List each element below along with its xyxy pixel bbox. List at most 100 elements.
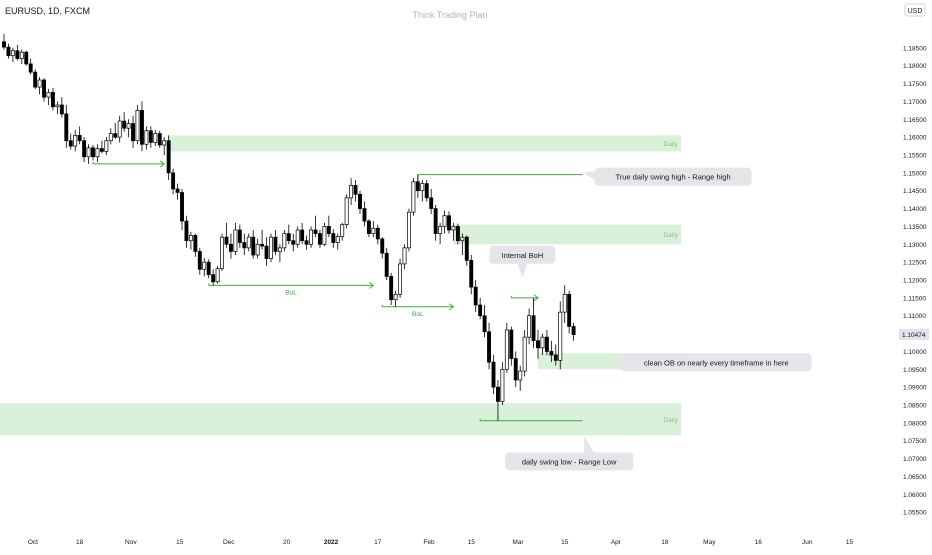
callout-range-high[interactable]: True daily swing high - Range high bbox=[582, 167, 752, 186]
candle-body bbox=[407, 211, 411, 249]
y-tick-label: 1.09500 bbox=[903, 367, 927, 374]
candle-body bbox=[193, 235, 198, 252]
x-tick-label: 15 bbox=[846, 539, 854, 546]
candle bbox=[531, 297, 536, 348]
candle bbox=[518, 365, 523, 391]
x-tick-label: 15 bbox=[468, 539, 476, 546]
candle bbox=[86, 144, 91, 164]
candle bbox=[104, 137, 109, 155]
candle bbox=[536, 330, 540, 359]
candle bbox=[371, 221, 376, 238]
candle-body bbox=[322, 226, 327, 245]
candle-body bbox=[229, 243, 233, 252]
candle bbox=[117, 115, 122, 143]
y-tick-label: 1.17000 bbox=[903, 99, 927, 106]
candle bbox=[242, 233, 247, 255]
callout-range-low[interactable]: daily swing low - Range Low bbox=[505, 436, 634, 471]
candle-body bbox=[50, 92, 55, 108]
bol-line-2-label: BoL bbox=[412, 311, 424, 318]
candle-body bbox=[99, 148, 104, 152]
candle-body bbox=[64, 113, 69, 142]
candle-body bbox=[469, 260, 474, 288]
candle bbox=[420, 180, 425, 202]
candle bbox=[544, 330, 549, 355]
candle-body bbox=[518, 370, 523, 381]
candle-body bbox=[487, 331, 492, 363]
candle bbox=[68, 133, 73, 150]
candle-body bbox=[242, 242, 247, 249]
callout-clean-ob-pointer bbox=[609, 357, 622, 366]
x-tick-label: 20 bbox=[283, 539, 291, 546]
candle bbox=[233, 222, 238, 255]
candle bbox=[140, 101, 144, 152]
candle bbox=[37, 77, 42, 95]
candle-body bbox=[527, 315, 532, 338]
candle-body bbox=[536, 340, 540, 349]
candle bbox=[366, 219, 371, 238]
candle bbox=[513, 351, 518, 388]
candle-body bbox=[291, 240, 296, 245]
candle-body bbox=[2, 41, 6, 48]
candle-body bbox=[420, 183, 425, 192]
candle-body bbox=[180, 192, 184, 222]
candle-body bbox=[224, 236, 229, 245]
candle-body bbox=[309, 229, 314, 245]
candle-body bbox=[46, 92, 51, 98]
candle-body bbox=[206, 261, 211, 275]
zone-bottom bbox=[0, 403, 681, 436]
candle bbox=[522, 330, 527, 377]
candle-body bbox=[455, 226, 460, 242]
candle bbox=[571, 322, 576, 341]
candle-body bbox=[366, 220, 371, 234]
candle bbox=[460, 233, 465, 255]
candle bbox=[455, 223, 460, 245]
y-axis[interactable]: 1.05500 1.06000 1.06500 1.07000 1.07500 1.080… bbox=[899, 45, 929, 517]
candle-body bbox=[558, 311, 563, 361]
candle-body bbox=[504, 329, 509, 370]
candle bbox=[313, 215, 318, 238]
candle-body bbox=[246, 236, 251, 249]
candle-body bbox=[237, 229, 242, 243]
candle bbox=[549, 340, 554, 363]
candle-body bbox=[131, 123, 135, 142]
candle bbox=[277, 244, 282, 263]
callout-range-high-box bbox=[594, 167, 752, 186]
candle bbox=[553, 344, 558, 366]
candles-layer bbox=[2, 33, 576, 421]
candle bbox=[353, 180, 358, 202]
x-tick-label: Dec bbox=[223, 539, 235, 546]
candle bbox=[131, 115, 135, 148]
candle bbox=[407, 208, 411, 252]
x-tick-label: 16 bbox=[755, 539, 763, 546]
candle bbox=[451, 222, 456, 241]
candle bbox=[389, 272, 394, 305]
candle bbox=[482, 305, 487, 338]
callout-internal-boh[interactable]: Internal BoH bbox=[489, 245, 556, 278]
candle bbox=[113, 122, 118, 139]
x-axis[interactable]: 15 Oct 18 Nov 15 Dec 20 2022 17 Feb 15 Mar 15 Apr 18 Ma… bbox=[0, 539, 854, 546]
y-tick-label: 1.14000 bbox=[903, 206, 927, 213]
candle bbox=[504, 322, 509, 373]
candle-body bbox=[344, 197, 349, 225]
x-tick-label: May bbox=[703, 539, 716, 546]
candle-body bbox=[269, 236, 273, 259]
candle-body bbox=[411, 181, 416, 213]
currency-badge-box[interactable] bbox=[904, 3, 926, 17]
x-tick-label: Mar bbox=[512, 539, 524, 546]
callout-clean-ob[interactable]: clean OB on nearly every timeframe in he… bbox=[609, 353, 812, 372]
candle bbox=[282, 230, 287, 252]
candle-body bbox=[42, 79, 47, 98]
candle bbox=[384, 247, 389, 280]
candle bbox=[19, 49, 24, 64]
candle-body bbox=[126, 123, 131, 129]
candle bbox=[438, 222, 443, 245]
candle-body bbox=[277, 247, 282, 252]
y-tick-label: 1.10000 bbox=[903, 349, 927, 356]
candle-body bbox=[175, 188, 180, 193]
candle-body bbox=[553, 354, 558, 361]
candle bbox=[304, 235, 309, 250]
current-price-badge[interactable] bbox=[899, 329, 929, 340]
candle-body bbox=[282, 233, 287, 249]
